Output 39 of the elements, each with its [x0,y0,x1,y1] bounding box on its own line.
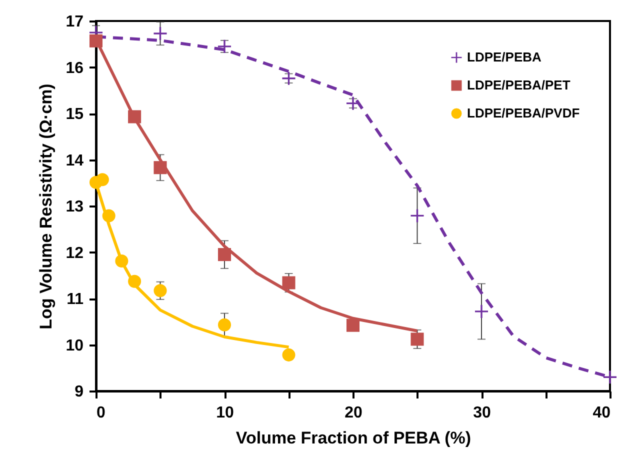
x-tick-label: 40 [592,404,611,422]
y-tick-label: 9 [74,384,84,400]
point [128,110,142,124]
legend-label: LDPE/PEBA/PET [467,78,570,92]
x-tick-label: 0 [96,404,106,422]
y-tick-label: 15 [66,106,84,123]
point [154,284,167,298]
y-tick-label: 17 [66,14,84,30]
x-tick-label: 30 [473,404,491,422]
y-tick-label: 11 [66,291,84,308]
point [410,332,424,346]
point [128,274,142,288]
point [282,348,296,362]
point [218,318,232,332]
x-axis-title: Volume Fraction of PEBA (%) [236,428,472,448]
point [102,209,116,222]
y-tick-label: 14 [66,152,84,170]
point [474,304,488,318]
y-axis-title: Log Volume Resistivity (Ω·cm) [36,84,56,330]
legend-label: LDPE/PEBA [467,50,542,64]
y-tick-label: 10 [66,337,84,354]
point [410,209,424,222]
point [115,254,128,268]
y-tick-label: 13 [66,198,84,216]
point [218,248,232,262]
x-tick-label: 20 [344,404,362,422]
legend-label: LDPE/PEBA/PVDF [467,106,580,120]
point [218,40,232,53]
point [89,34,103,48]
x-tick-label: 10 [216,404,234,422]
point [603,370,617,384]
y-tick-label: 12 [66,244,84,262]
point [346,318,360,332]
point [154,161,167,174]
y-tick-label: 16 [66,60,84,77]
point [96,173,109,186]
point [282,72,296,85]
point [282,276,296,290]
point [154,26,167,40]
